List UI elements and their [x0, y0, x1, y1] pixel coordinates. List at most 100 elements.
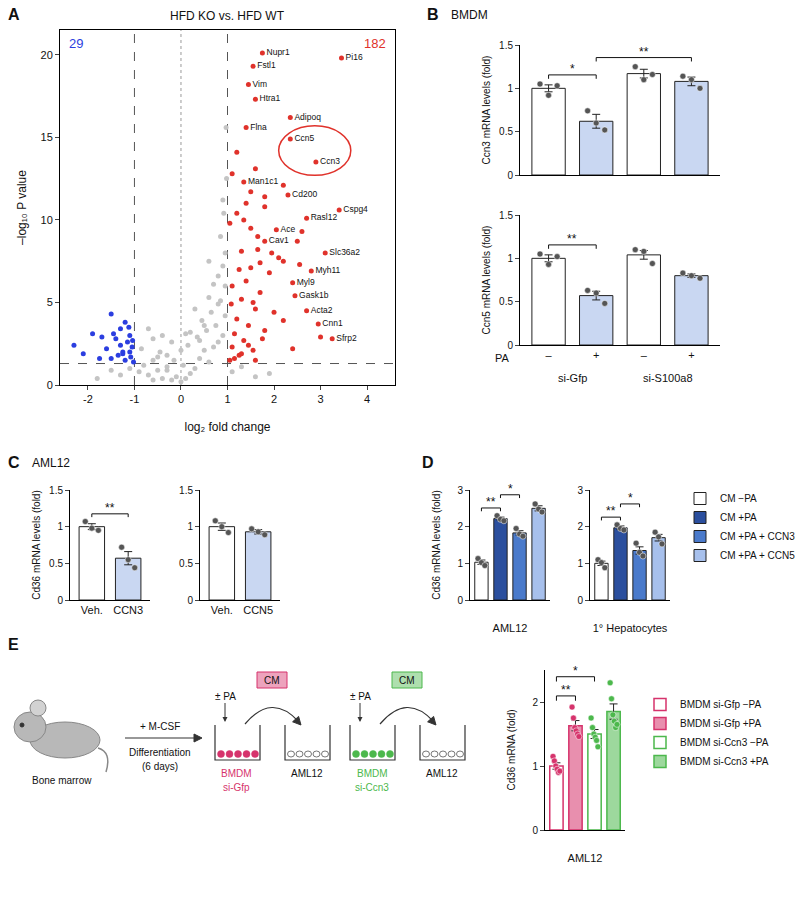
svg-text:Fstl1: Fstl1: [257, 60, 276, 70]
svg-text:3: 3: [457, 485, 463, 496]
svg-text:Cnn1: Cnn1: [322, 318, 343, 328]
svg-text:BMDM si-Ccn3 +PA: BMDM si-Ccn3 +PA: [680, 756, 769, 767]
svg-text:CM: CM: [399, 675, 415, 686]
svg-text:Sfrp2: Sfrp2: [336, 333, 357, 343]
svg-text:1.5: 1.5: [499, 40, 513, 51]
svg-text:–log₁₀ P value: –log₁₀ P value: [15, 170, 29, 245]
svg-text:AML12: AML12: [291, 768, 323, 779]
svg-text:1: 1: [57, 521, 63, 532]
svg-text:BMDM si-Gfp −PA: BMDM si-Gfp −PA: [680, 699, 762, 710]
svg-text:0.5: 0.5: [179, 558, 193, 569]
svg-text:*: *: [628, 491, 633, 505]
svg-text:+: +: [593, 349, 599, 361]
svg-text:Cd36 mRNA levels (fold): Cd36 mRNA levels (fold): [31, 490, 42, 599]
svg-text:Htra1: Htra1: [260, 93, 281, 103]
svg-text:0: 0: [507, 170, 513, 181]
svg-text:-2: -2: [83, 393, 93, 405]
svg-text:Adipoq: Adipoq: [294, 112, 321, 122]
svg-text:Myh11: Myh11: [315, 265, 340, 275]
svg-text:AML12: AML12: [32, 456, 70, 470]
svg-text:0: 0: [532, 825, 538, 836]
svg-text:**: **: [639, 45, 649, 59]
svg-text:Veh.: Veh.: [211, 604, 233, 616]
svg-text:15: 15: [41, 131, 53, 143]
svg-text:CM: CM: [264, 675, 280, 686]
svg-text:1: 1: [457, 558, 463, 569]
svg-text:182: 182: [364, 36, 386, 51]
svg-text:Slc36a2: Slc36a2: [329, 247, 360, 257]
svg-text:CCN3: CCN3: [113, 604, 143, 616]
svg-text:Rasl12: Rasl12: [311, 212, 338, 222]
svg-text:E: E: [8, 636, 19, 653]
svg-text:1: 1: [507, 83, 513, 94]
svg-text:CM +PA: CM +PA: [720, 512, 757, 523]
svg-text:0.5: 0.5: [499, 296, 513, 307]
svg-text:–: –: [641, 349, 648, 361]
svg-text:AML12: AML12: [568, 852, 603, 864]
svg-text:**: **: [606, 504, 616, 518]
svg-text:*: *: [573, 664, 578, 678]
svg-text:1: 1: [187, 521, 193, 532]
svg-text:**: **: [105, 501, 115, 515]
svg-text:Ccn3 mRNA levels (fold): Ccn3 mRNA levels (fold): [481, 56, 492, 165]
svg-text:1.5: 1.5: [179, 485, 193, 496]
svg-text:CM +PA + CCN3: CM +PA + CCN3: [720, 531, 795, 542]
svg-text:CCN5: CCN5: [243, 604, 273, 616]
svg-text:10: 10: [41, 214, 53, 226]
svg-text:–: –: [546, 349, 553, 361]
svg-text:HFD KO vs. HFD WT: HFD KO vs. HFD WT: [170, 9, 285, 23]
svg-text:Differentiation: Differentiation: [129, 747, 191, 758]
svg-text:Ccn5: Ccn5: [294, 133, 314, 143]
svg-text:B: B: [427, 6, 439, 23]
svg-text:3: 3: [577, 485, 583, 496]
svg-text:2: 2: [532, 697, 538, 708]
svg-text:Vim: Vim: [253, 79, 268, 89]
svg-text:*: *: [570, 62, 575, 76]
svg-text:CM −PA: CM −PA: [720, 493, 757, 504]
svg-text:0: 0: [457, 595, 463, 606]
svg-text:AML12: AML12: [493, 622, 528, 634]
svg-text:Cav1: Cav1: [269, 235, 289, 245]
svg-text:4: 4: [364, 393, 370, 405]
svg-text:log₂ fold change: log₂ fold change: [184, 420, 270, 434]
svg-text:BMDM: BMDM: [451, 8, 488, 22]
svg-text:2: 2: [271, 393, 277, 405]
svg-text:5: 5: [47, 296, 53, 308]
svg-text:0: 0: [47, 379, 53, 391]
svg-text:BMDM: BMDM: [221, 768, 252, 779]
svg-text:CM +PA + CCN5: CM +PA + CCN5: [720, 550, 795, 561]
svg-text:Cd200: Cd200: [292, 189, 317, 199]
svg-text:Cd36 mRNA (fold): Cd36 mRNA (fold): [506, 709, 517, 790]
svg-text:+ M-CSF: + M-CSF: [140, 721, 180, 732]
svg-text:**: **: [486, 495, 496, 509]
svg-text:Myl9: Myl9: [297, 277, 315, 287]
svg-text:0.5: 0.5: [49, 558, 63, 569]
svg-text:Nupr1: Nupr1: [267, 47, 290, 57]
svg-text:AML12: AML12: [426, 768, 458, 779]
svg-text:0.5: 0.5: [499, 126, 513, 137]
svg-text:20: 20: [41, 49, 53, 61]
svg-text:0: 0: [187, 595, 193, 606]
svg-text:(6 days): (6 days): [142, 761, 178, 772]
svg-text:2: 2: [457, 521, 463, 532]
svg-text:Acta2: Acta2: [311, 305, 333, 315]
svg-text:Pi16: Pi16: [346, 52, 363, 62]
svg-text:si-S100a8: si-S100a8: [643, 372, 693, 384]
svg-text:29: 29: [69, 36, 83, 51]
svg-text:Man1c1: Man1c1: [248, 176, 279, 186]
svg-text:Ccn3: Ccn3: [320, 156, 340, 166]
svg-text:Gask1b: Gask1b: [299, 290, 329, 300]
svg-text:0: 0: [577, 595, 583, 606]
svg-text:1.5: 1.5: [49, 485, 63, 496]
svg-text:1: 1: [224, 393, 230, 405]
svg-text:1.5: 1.5: [499, 210, 513, 221]
svg-text:si-Gfp: si-Gfp: [223, 782, 250, 793]
svg-text:*: *: [508, 482, 513, 496]
svg-text:Bone marrow: Bone marrow: [32, 775, 92, 786]
svg-text:1: 1: [577, 558, 583, 569]
svg-text:0: 0: [57, 595, 63, 606]
svg-text:**: **: [567, 232, 577, 246]
svg-text:± PA: ± PA: [215, 691, 236, 702]
svg-text:Flna: Flna: [250, 122, 267, 132]
svg-text:Ccn5 mRNA levels (fold): Ccn5 mRNA levels (fold): [481, 226, 492, 335]
